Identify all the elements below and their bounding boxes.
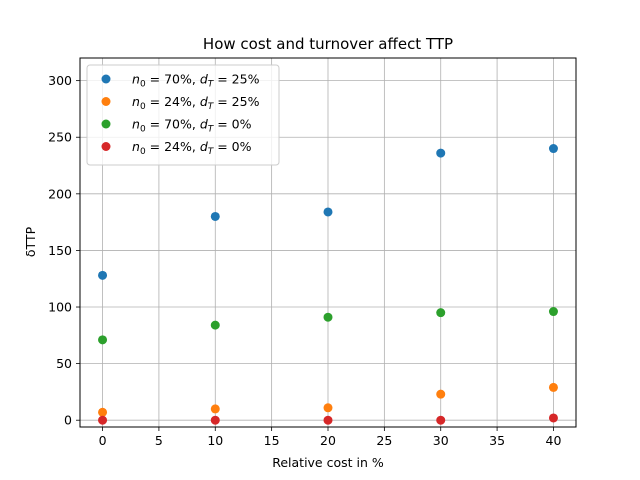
x-axis-ticks: 0 5 10 15 20 25 30 35 40 [99, 427, 562, 448]
data-point-series-4 [323, 415, 333, 425]
x-tick-label: 5 [155, 433, 163, 448]
data-point-series-2 [548, 382, 558, 392]
data-point-series-4 [436, 415, 446, 425]
data-points [98, 144, 558, 425]
y-tick-label: 0 [64, 413, 72, 428]
data-point-series-3 [548, 307, 558, 317]
data-point-series-2 [98, 407, 108, 417]
data-point-series-2 [210, 404, 220, 414]
data-point-series-1 [436, 148, 446, 158]
x-axis-label: Relative cost in % [272, 455, 384, 470]
data-point-series-4 [548, 413, 558, 423]
legend-marker [101, 142, 111, 151]
legend-marker [101, 119, 111, 129]
y-tick-label: 100 [48, 300, 72, 315]
y-tick-label: 250 [48, 130, 72, 145]
chart-title: How cost and turnover affect TTP [203, 35, 453, 53]
data-point-series-1 [210, 211, 220, 221]
data-point-series-3 [323, 312, 333, 322]
y-axis-label: δTTP [23, 226, 38, 257]
data-point-series-4 [210, 415, 220, 425]
data-point-series-1 [98, 270, 108, 280]
data-point-series-1 [323, 207, 333, 217]
data-point-series-3 [210, 320, 220, 330]
y-tick-label: 150 [48, 243, 72, 258]
x-tick-label: 30 [433, 433, 449, 448]
legend-entry-2: n0 = 24%, dT = 25% [132, 94, 260, 112]
x-tick-label: 10 [207, 433, 223, 448]
legend-entry-1: n0 = 70%, dT = 25% [132, 72, 260, 90]
y-tick-label: 300 [48, 73, 72, 88]
x-tick-label: 25 [376, 433, 392, 448]
data-point-series-2 [323, 403, 333, 413]
data-point-series-2 [436, 389, 446, 399]
data-point-series-1 [548, 144, 558, 154]
x-tick-label: 40 [546, 433, 562, 448]
x-tick-label: 35 [489, 433, 505, 448]
legend-entry-3: n0 = 70%, dT = 0% [132, 117, 252, 135]
x-tick-label: 0 [99, 433, 107, 448]
legend: n0 = 70%, dT = 25% n0 = 24%, dT = 25% n0 =… [86, 64, 280, 166]
x-tick-label: 20 [320, 433, 336, 448]
legend-entry-4: n0 = 24%, dT = 0% [132, 139, 252, 157]
legend-marker [101, 97, 111, 106]
y-axis-ticks: 0 50 100 150 200 250 300 [48, 73, 80, 428]
x-tick-label: 15 [264, 433, 280, 448]
y-tick-label: 50 [56, 356, 72, 371]
data-point-series-3 [436, 308, 446, 318]
data-point-series-3 [98, 335, 108, 345]
data-point-series-4 [98, 415, 108, 425]
y-tick-label: 200 [48, 186, 72, 201]
legend-marker [101, 74, 111, 84]
legend-box [86, 64, 280, 166]
